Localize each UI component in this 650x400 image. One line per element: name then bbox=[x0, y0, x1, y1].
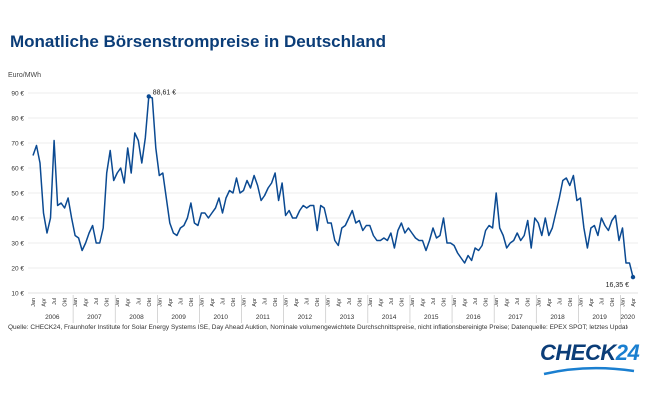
x-tick-label: Jan bbox=[452, 298, 458, 307]
x-tick-label: Jul bbox=[599, 298, 605, 305]
y-tick-label: 70 € bbox=[11, 141, 24, 148]
chart-title: Monatliche Börsenstrompreise in Deutschl… bbox=[10, 32, 386, 51]
x-tick-label: Okt bbox=[63, 298, 69, 307]
source-note: Quelle: CHECK24, Fraunhofer Institute fo… bbox=[8, 324, 628, 331]
x-tick-label: Jul bbox=[94, 298, 100, 305]
year-label: 2016 bbox=[466, 314, 481, 321]
x-tick-label: Jul bbox=[473, 298, 479, 305]
y-tick-labels: 10 € 20 € 30 € 40 € 50 € 60 € 70 € 80 € 90 € bbox=[11, 91, 24, 298]
x-tick-label: Jan bbox=[326, 298, 332, 307]
x-tick-label: Jul bbox=[515, 298, 521, 305]
x-tick-label: Jan bbox=[157, 298, 163, 307]
y-tick-label: 50 € bbox=[11, 191, 24, 198]
price-line-chart: 10 € 20 € 30 € 40 € 50 € 60 € 70 € 80 € 90 € Jan… bbox=[11, 89, 638, 323]
x-tick-label: Apr bbox=[84, 298, 90, 307]
year-label: 2019 bbox=[592, 314, 607, 321]
y-tick-label: 20 € bbox=[11, 266, 24, 273]
x-tick-label: Okt bbox=[189, 298, 195, 307]
year-label: 2014 bbox=[382, 314, 397, 321]
x-tick-label: Jul bbox=[220, 298, 226, 305]
year-labels: 2006 2007 2008 2009 2010 2011 2012 2013 2014 2015… bbox=[45, 295, 635, 323]
year-label: 2009 bbox=[171, 314, 186, 321]
x-tick-label: Jan bbox=[368, 298, 374, 307]
x-tick-label: Apr bbox=[420, 298, 426, 307]
x-tick-label: Jan bbox=[284, 298, 290, 307]
x-tick-label: Okt bbox=[231, 298, 237, 307]
x-tick-label: Jan bbox=[494, 298, 500, 307]
x-tick-label: Okt bbox=[105, 298, 111, 307]
x-tick-label: Okt bbox=[526, 298, 532, 307]
x-tick-label: Okt bbox=[442, 298, 448, 307]
logo-swoosh-icon bbox=[543, 366, 635, 376]
x-tick-label: Jul bbox=[52, 298, 58, 305]
x-tick-label: Jul bbox=[347, 298, 353, 305]
x-tick-label: Jan bbox=[31, 298, 37, 307]
annotations: 88,61 € 16,35 € bbox=[146, 89, 636, 289]
x-tick-label: Okt bbox=[147, 298, 153, 307]
check24-logo: CHECK24 bbox=[540, 340, 640, 365]
x-tick-label: Okt bbox=[610, 298, 616, 307]
x-tick-label: Okt bbox=[484, 298, 490, 307]
year-label: 2020 bbox=[621, 314, 636, 321]
x-tick-label: Jan bbox=[620, 298, 626, 307]
annotation-point bbox=[630, 274, 636, 280]
y-axis-unit-label: Euro/MWh bbox=[8, 72, 42, 79]
x-tick-label: Okt bbox=[315, 298, 321, 307]
x-tick-label: Apr bbox=[631, 298, 637, 307]
x-tick-label: Jan bbox=[578, 298, 584, 307]
series-line bbox=[32, 95, 634, 278]
x-tick-label: Apr bbox=[589, 298, 595, 307]
x-tick-label: Jul bbox=[305, 298, 311, 305]
x-tick-label: Jul bbox=[136, 298, 142, 305]
x-tick-label: Jul bbox=[263, 298, 269, 305]
x-tick-label: Apr bbox=[336, 298, 342, 307]
x-tick-label: Apr bbox=[210, 298, 216, 307]
year-label: 2006 bbox=[45, 314, 60, 321]
year-label: 2018 bbox=[550, 314, 565, 321]
x-tick-label: Jan bbox=[199, 298, 205, 307]
annotation-label: 16,35 € bbox=[606, 282, 629, 289]
x-tick-label: Apr bbox=[126, 298, 132, 307]
x-tick-label: Okt bbox=[568, 298, 574, 307]
x-tick-label: Jan bbox=[242, 298, 248, 307]
year-label: 2015 bbox=[424, 314, 439, 321]
x-tick-label: Jan bbox=[115, 298, 121, 307]
year-label: 2007 bbox=[87, 314, 102, 321]
x-tick-label: Apr bbox=[378, 298, 384, 307]
x-tick-label: Okt bbox=[399, 298, 405, 307]
x-tick-label: Okt bbox=[357, 298, 363, 307]
x-tick-label: Okt bbox=[273, 298, 279, 307]
x-tick-label: Apr bbox=[505, 298, 511, 307]
year-label: 2013 bbox=[340, 314, 355, 321]
year-label: 2012 bbox=[298, 314, 313, 321]
year-label: 2011 bbox=[256, 314, 270, 321]
grid-lines bbox=[28, 92, 638, 294]
x-tick-label: Apr bbox=[252, 298, 258, 307]
x-tick-label: Apr bbox=[168, 298, 174, 307]
x-tick-labels: Jan Apr Jul Okt Jan Apr Jul Okt Jan Apr Jul Okt Jan A… bbox=[31, 298, 637, 307]
x-tick-label: Apr bbox=[463, 298, 469, 307]
x-tick-label: Jan bbox=[410, 298, 416, 307]
x-tick-label: Apr bbox=[42, 298, 48, 307]
x-tick-label: Jul bbox=[389, 298, 395, 305]
annotation-label: 88,61 € bbox=[153, 89, 176, 96]
x-tick-label: Jan bbox=[73, 298, 79, 307]
x-tick-label: Jul bbox=[431, 298, 437, 305]
year-label: 2010 bbox=[213, 314, 228, 321]
x-tick-label: Apr bbox=[547, 298, 553, 307]
y-tick-label: 30 € bbox=[11, 241, 24, 248]
year-label: 2017 bbox=[508, 314, 523, 321]
x-tick-label: Jul bbox=[178, 298, 184, 305]
y-tick-label: 40 € bbox=[11, 216, 24, 223]
y-tick-label: 60 € bbox=[11, 166, 24, 173]
x-tick-label: Apr bbox=[294, 298, 300, 307]
y-tick-label: 90 € bbox=[11, 91, 24, 98]
annotation-point bbox=[146, 94, 151, 99]
year-label: 2008 bbox=[129, 314, 144, 321]
y-tick-label: 80 € bbox=[11, 116, 24, 123]
x-tick-label: Jul bbox=[557, 298, 563, 305]
y-tick-label: 10 € bbox=[11, 291, 24, 298]
x-tick-label: Jan bbox=[536, 298, 542, 307]
